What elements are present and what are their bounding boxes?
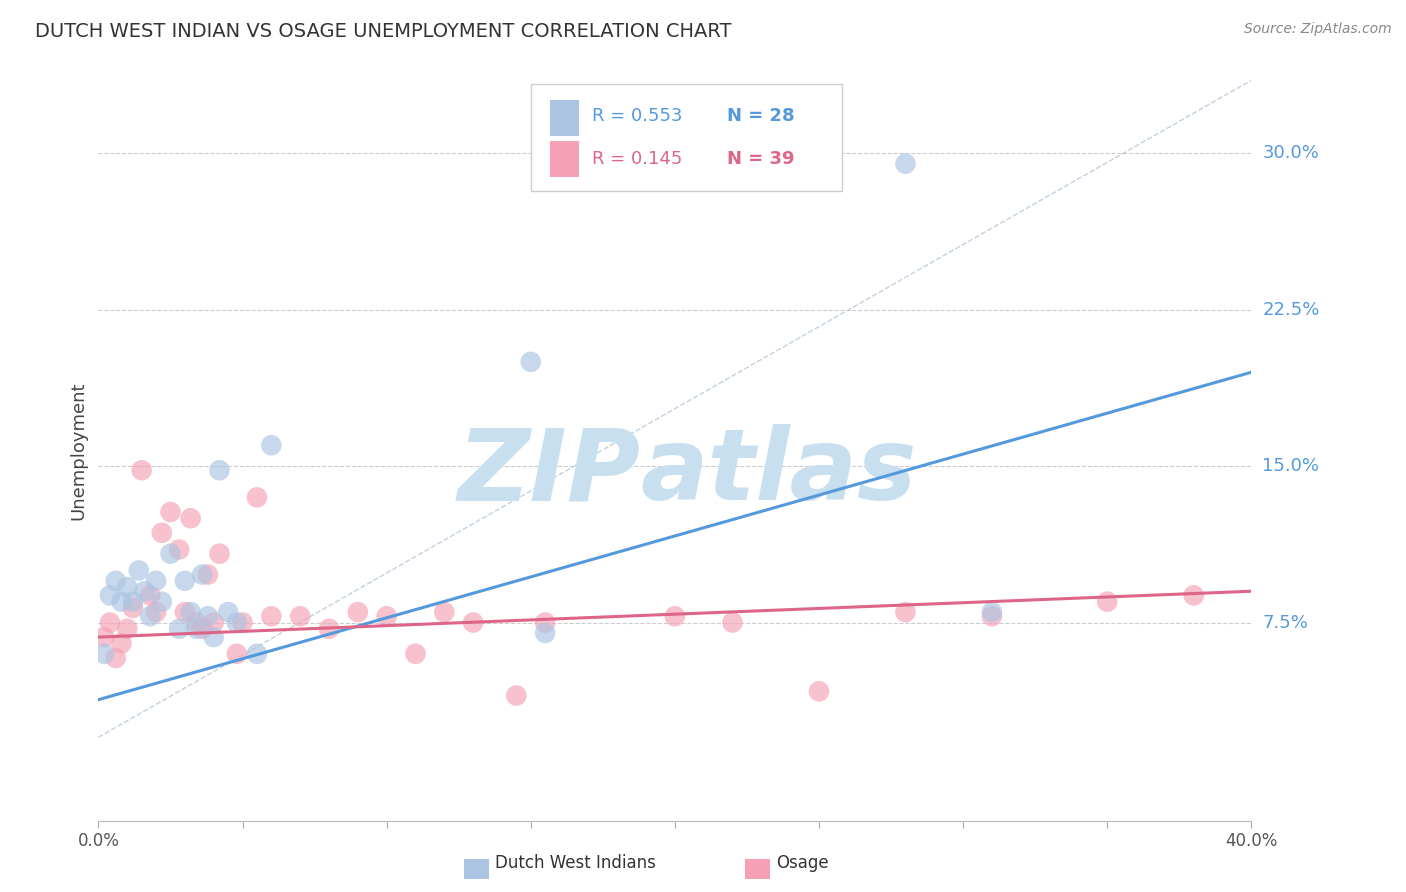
Point (174, 605, 197, 619)
Point (180, 605, 202, 619)
Point (159, 505, 181, 519)
Point (208, 463, 231, 477)
Point (104, 651, 127, 665)
Point (110, 636, 132, 650)
Point (110, 595, 132, 609)
Point (1097, 595, 1119, 609)
Point (318, 622, 340, 636)
Point (461, 615, 484, 630)
Text: Source: ZipAtlas.com: Source: ZipAtlas.com (1244, 22, 1392, 37)
Point (231, 615, 254, 630)
Point (807, 684, 830, 698)
Text: 15.0%: 15.0% (1263, 457, 1319, 475)
Point (93, 630, 115, 644)
Point (191, 622, 214, 636)
Point (139, 609, 162, 624)
Point (981, 609, 1004, 624)
Point (167, 622, 190, 636)
Point (145, 605, 167, 619)
Point (246, 647, 269, 661)
Text: Osage: Osage (776, 855, 828, 872)
Point (186, 622, 208, 636)
Point (117, 622, 138, 636)
Point (197, 567, 219, 582)
Y-axis label: Unemployment: Unemployment (69, 381, 87, 520)
Point (150, 525, 173, 540)
Point (225, 647, 247, 661)
Text: DUTCH WEST INDIAN VS OSAGE UNEMPLOYMENT CORRELATION CHART: DUTCH WEST INDIAN VS OSAGE UNEMPLOYMENT … (35, 22, 731, 41)
Point (167, 542, 190, 557)
FancyBboxPatch shape (550, 100, 579, 136)
Text: N = 28: N = 28 (727, 107, 794, 125)
Point (145, 574, 167, 588)
Point (139, 588, 162, 602)
Text: Dutch West Indians: Dutch West Indians (495, 855, 655, 872)
Point (202, 630, 225, 644)
Point (186, 615, 208, 630)
Point (1182, 588, 1205, 602)
Point (180, 511, 202, 525)
Point (260, 438, 283, 452)
Point (98, 588, 121, 602)
Point (260, 609, 283, 624)
Point (981, 605, 1004, 619)
Text: atlas: atlas (640, 425, 917, 521)
Point (208, 547, 231, 561)
Point (159, 547, 181, 561)
Point (150, 595, 173, 609)
Point (405, 647, 427, 661)
Point (191, 567, 214, 582)
Point (93, 647, 115, 661)
Point (505, 689, 527, 703)
Point (202, 615, 225, 630)
Point (117, 580, 138, 594)
Point (98, 615, 121, 630)
Point (197, 609, 219, 624)
Point (122, 601, 145, 615)
Point (894, 157, 917, 171)
Text: 7.5%: 7.5% (1263, 614, 1309, 632)
Point (894, 605, 917, 619)
Point (534, 626, 557, 640)
Text: R = 0.145: R = 0.145 (592, 151, 682, 169)
FancyBboxPatch shape (550, 141, 579, 177)
Point (128, 563, 150, 577)
Point (534, 615, 557, 630)
Text: R = 0.553: R = 0.553 (592, 107, 682, 125)
Point (246, 491, 269, 505)
Text: 30.0%: 30.0% (1263, 145, 1319, 162)
Point (174, 574, 197, 588)
Point (134, 584, 156, 599)
Point (225, 615, 247, 630)
Point (520, 355, 543, 369)
Text: N = 39: N = 39 (727, 151, 794, 169)
Point (721, 615, 744, 630)
Point (104, 574, 127, 588)
Point (664, 609, 686, 624)
Text: 22.5%: 22.5% (1263, 301, 1320, 318)
Text: ZIP: ZIP (457, 425, 640, 521)
Point (346, 605, 368, 619)
Point (433, 605, 456, 619)
Point (131, 463, 153, 477)
Point (217, 605, 239, 619)
Point (122, 595, 145, 609)
Point (290, 609, 312, 624)
FancyBboxPatch shape (530, 84, 842, 192)
Point (375, 609, 398, 624)
